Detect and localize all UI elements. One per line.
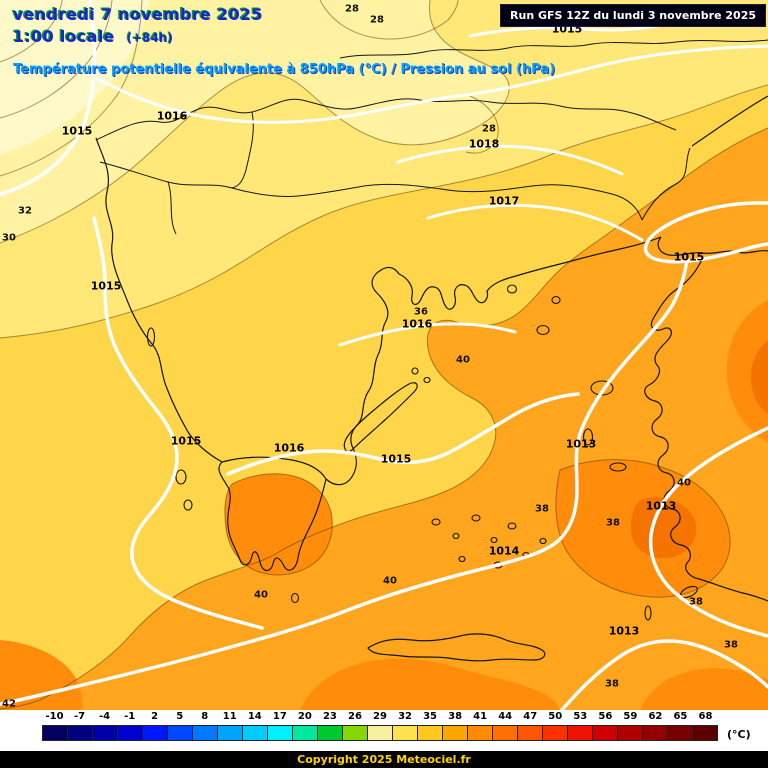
colorbar-tick-label: 20: [297, 711, 312, 722]
colorbar-tick-label: 41: [473, 711, 488, 722]
colorbar-tick-label: 35: [423, 711, 438, 722]
time-text: 1:00 locale: [13, 27, 115, 46]
colorbar-tick-label: 17: [272, 711, 287, 722]
footer-bar: Copyright 2025 Meteociel.fr: [0, 751, 768, 768]
colorbar-cell: [368, 726, 393, 740]
colorbar-cell: [418, 726, 443, 740]
colorbar-cell: [118, 726, 143, 740]
temperature-fill-layer: [0, 0, 768, 710]
colorbar-tick-labels: -10 -7 -4 -1 2 5 8 11 14 17 20 23 26 29 32 35 38 41 44 47 50…: [0, 711, 768, 723]
colorbar-cell: [268, 726, 293, 740]
colorbar-tick-label: 14: [247, 711, 262, 722]
colorbar-cell: [193, 726, 218, 740]
colorbar-cell: [468, 726, 493, 740]
colorbar-cell: [543, 726, 568, 740]
colorbar-area: -10 -7 -4 -1 2 5 8 11 14 17 20 23 26 29 32 35 38 41 44 47 50…: [0, 710, 768, 751]
colorbar-tick-label: 62: [648, 711, 663, 722]
country-borders: [95, 39, 768, 235]
colorbar-tick-label: 23: [322, 711, 337, 722]
colorbar-tick-label: 8: [201, 711, 209, 722]
colorbar-cell: [143, 726, 168, 740]
colorbar-cell: [243, 726, 268, 740]
colorbar-unit: (°C): [727, 728, 751, 741]
temperature-contour-lines: [0, 0, 768, 710]
header-block: vendredi 7 novembre 2025 1:00 locale (+8…: [13, 5, 555, 77]
colorbar-tick-label: 65: [673, 711, 688, 722]
colorbar-cell: [293, 726, 318, 740]
colorbar-cell: [668, 726, 693, 740]
colorbar-tick-label: 29: [373, 711, 387, 722]
forecast-offset: (+84h): [126, 31, 174, 45]
colorbar-tick-label: -4: [99, 711, 111, 722]
copyright-text: Copyright 2025 Meteociel.fr: [297, 753, 471, 766]
colorbar-tick-label: 47: [523, 711, 538, 722]
colorbar-tick-label: 5: [176, 711, 184, 722]
time-row: 1:00 locale (+84h): [13, 27, 555, 46]
colorbar-cell: [518, 726, 543, 740]
colorbar-cell: [343, 726, 368, 740]
colorbar-tick-label: 59: [623, 711, 638, 722]
islands: [146, 284, 698, 621]
colorbar-cell: [318, 726, 343, 740]
map-area: 1015 1016 1015 1018 1017 1015 1015 1016 1015 1016…: [0, 0, 768, 710]
colorbar-cell: [443, 726, 468, 740]
colorbar: [42, 725, 718, 741]
run-info-box: Run GFS 12Z du lundi 3 novembre 2025: [500, 4, 766, 27]
colorbar-tick-label: -7: [73, 711, 86, 722]
colorbar-tick-label: 68: [698, 711, 713, 722]
colorbar-cell: [568, 726, 593, 740]
colorbar-cell: [218, 726, 243, 740]
colorbar-tick-label: 38: [448, 711, 463, 722]
colorbar-tick-label: 50: [548, 711, 563, 722]
colorbar-tick-label: 53: [573, 711, 588, 722]
colorbar-tick-label: -1: [124, 711, 136, 722]
colorbar-cell: [693, 726, 717, 740]
colorbar-tick-label: 2: [151, 711, 159, 722]
colorbar-cell: [93, 726, 118, 740]
weather-map-svg: [0, 0, 768, 710]
colorbar-cell: [493, 726, 518, 740]
date-text: vendredi 7 novembre 2025: [13, 5, 263, 24]
colorbar-cell: [593, 726, 618, 740]
colorbar-tick-label: -10: [45, 711, 64, 722]
coastlines: [95, 95, 768, 662]
colorbar-cell: [68, 726, 93, 740]
map-subtitle: Température potentielle équivalente à 85…: [13, 62, 556, 77]
colorbar-tick-label: 56: [598, 711, 613, 722]
colorbar-cell: [43, 726, 68, 740]
colorbar-cell: [643, 726, 668, 740]
colorbar-cell: [168, 726, 193, 740]
colorbar-tick-label: 26: [347, 711, 362, 722]
colorbar-cell: [393, 726, 418, 740]
colorbar-cell: [618, 726, 643, 740]
colorbar-tick-label: 44: [498, 711, 513, 722]
colorbar-tick-label: 11: [222, 711, 237, 722]
colorbar-tick-label: 32: [398, 711, 412, 722]
